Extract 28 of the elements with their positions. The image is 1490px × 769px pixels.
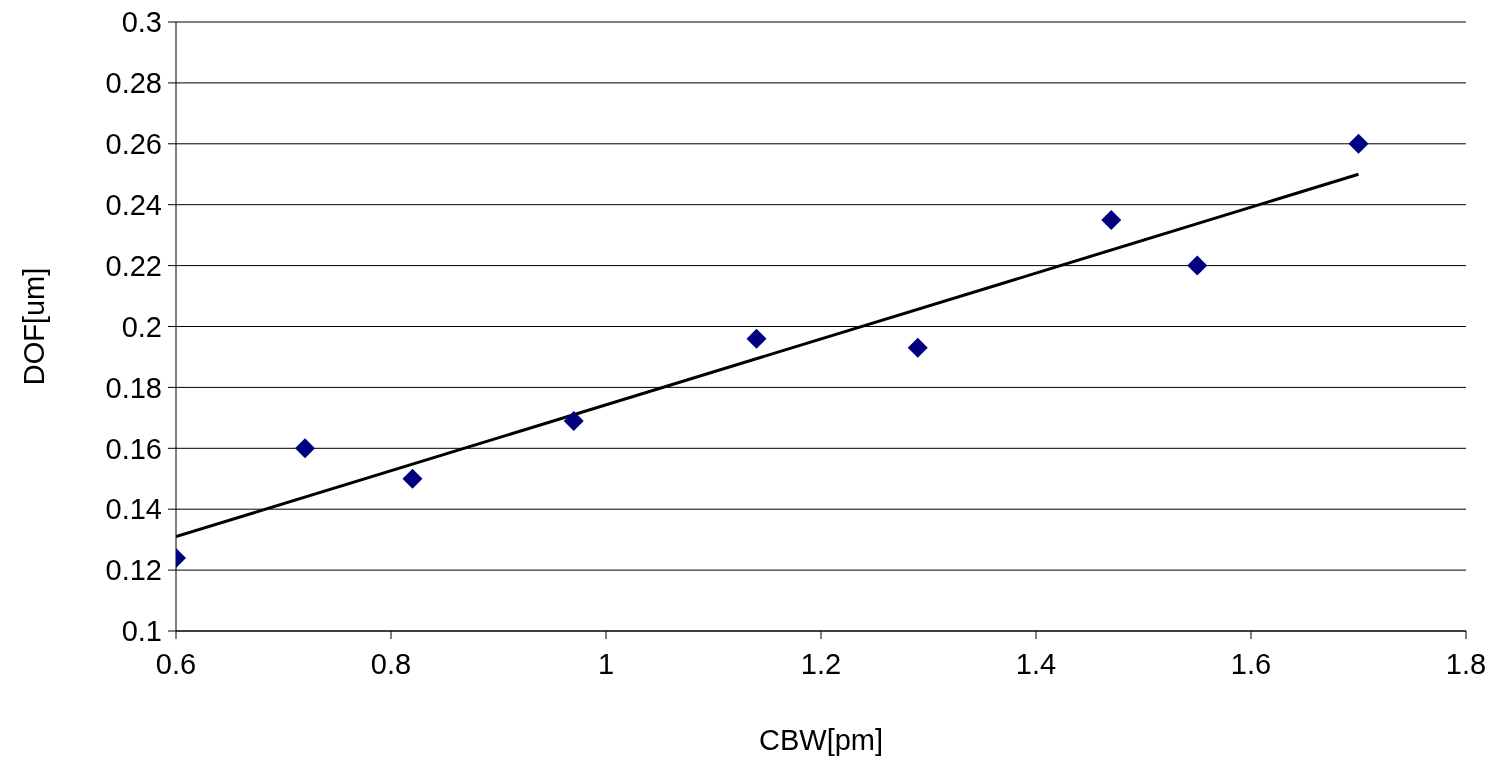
x-tick-label: 1.6	[1230, 647, 1272, 680]
y-tick-label: 0.22	[105, 249, 162, 282]
x-tick-label: 1.4	[1015, 647, 1057, 680]
point	[1187, 255, 1208, 276]
point	[746, 328, 767, 349]
y-tick-label: 0.26	[105, 128, 162, 161]
y-tick-label: 0.12	[105, 554, 162, 587]
x-tick-label: 1	[597, 647, 615, 680]
y-tick-label: 0.24	[105, 188, 162, 221]
point	[1101, 209, 1122, 230]
point	[1348, 133, 1369, 154]
y-tick-label: 0.2	[121, 310, 162, 343]
x-tick-label: 1.2	[800, 647, 842, 680]
x-tick-label: 1.8	[1445, 647, 1487, 680]
y-tick-label: 0.14	[105, 493, 162, 526]
point	[402, 468, 423, 489]
x-tick-label: 0.6	[155, 647, 197, 680]
y-axis-title: DOF[um]	[18, 267, 51, 386]
x-tick-label: 0.8	[370, 647, 412, 680]
point	[563, 410, 584, 431]
y-tick-label: 0.16	[105, 432, 162, 465]
point	[295, 438, 315, 459]
x-axis-title: CBW[pm]	[758, 724, 884, 756]
y-tick-label: 0.1	[121, 615, 162, 648]
point	[907, 337, 928, 358]
y-tick-label: 0.28	[105, 67, 162, 100]
y-tick-label: 0.18	[105, 371, 162, 404]
y-tick-label: 0.3	[121, 6, 162, 39]
